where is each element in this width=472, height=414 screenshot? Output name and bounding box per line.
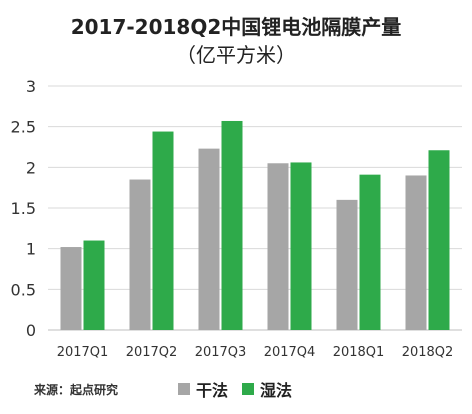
legend-item-wet: 湿法	[242, 377, 292, 401]
bar-dry	[405, 175, 427, 330]
y-tick-label: 0.5	[11, 280, 36, 299]
legend-label-dry: 干法	[196, 381, 229, 400]
legend-label-wet: 湿法	[260, 381, 293, 400]
bar-dry	[129, 179, 151, 330]
bar-dry	[267, 163, 289, 330]
y-tick-label: 1	[26, 240, 36, 259]
bar-wet	[152, 131, 174, 330]
y-tick-label: 2	[26, 158, 36, 177]
bar-wet	[221, 120, 243, 331]
y-tick-label: 3	[26, 77, 36, 96]
bar-wet	[83, 240, 105, 330]
bar-dry	[60, 247, 82, 330]
source-note: 来源：起点研究	[34, 383, 119, 397]
x-tick-label: 2017Q1	[57, 345, 109, 360]
bar-wet	[359, 174, 381, 330]
x-tick-label: 2018Q2	[402, 345, 454, 360]
bar-wet	[428, 150, 450, 330]
chart-subtitle: （亿平方米）	[176, 43, 296, 67]
bar-dry	[336, 199, 358, 330]
chart-title: 2017-2018Q2中国锂电池隔膜产量	[70, 15, 402, 39]
y-tick-label: 2.5	[11, 118, 36, 137]
legend-item-dry: 干法	[178, 377, 228, 401]
x-tick-label: 2017Q3	[195, 345, 247, 360]
x-tick-label: 2017Q2	[126, 345, 178, 360]
legend: 干法 湿法	[178, 377, 306, 401]
y-tick-label: 0	[26, 321, 36, 340]
x-tick-label: 2018Q1	[333, 345, 385, 360]
legend-swatch-dry	[178, 383, 190, 395]
y-tick-label: 1.5	[11, 199, 36, 218]
x-tick-label: 2017Q4	[264, 345, 316, 360]
bar-wet	[290, 162, 312, 330]
legend-swatch-wet	[242, 383, 255, 395]
bar-dry	[198, 148, 220, 330]
